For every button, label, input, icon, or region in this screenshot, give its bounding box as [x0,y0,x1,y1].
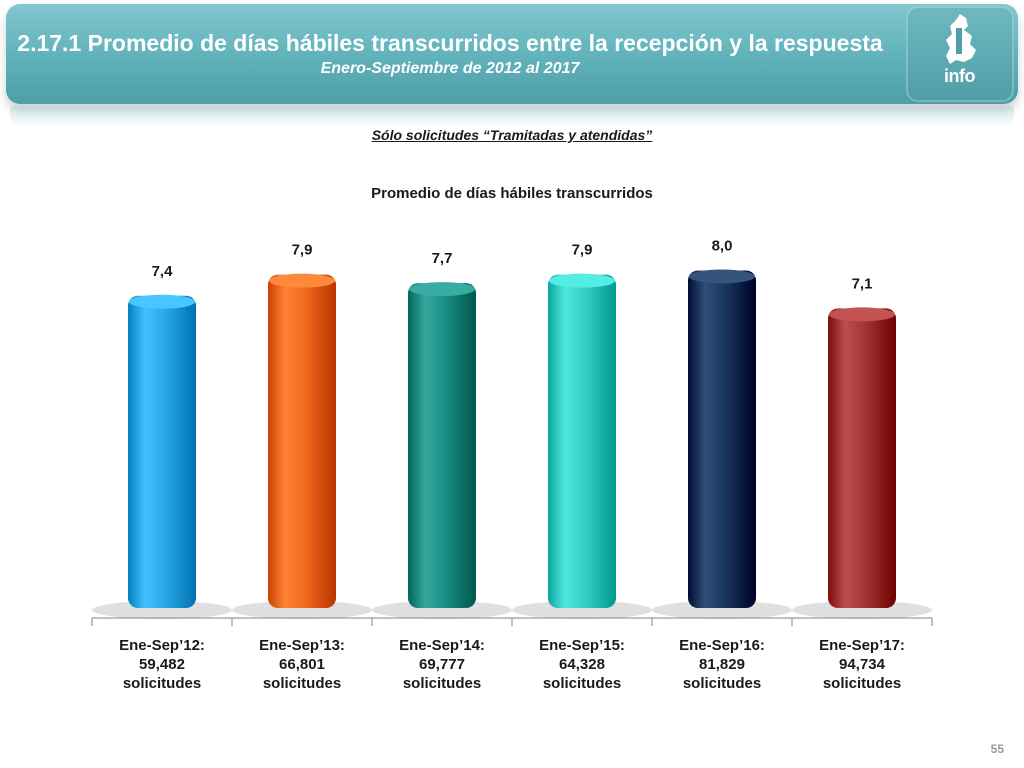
category-label: Ene-Sep’12: 59,482 solicitudes [92,636,232,693]
bar-6 [828,308,896,608]
bar-top-3 [409,282,475,297]
chart-title: Promedio de días hábiles transcurridos [371,185,653,202]
bar-1 [128,295,196,608]
bar-5 [688,270,756,608]
bar-shadow [652,601,792,619]
bar-value-label: 7,9 [292,242,313,259]
category-label-line: solicitudes [542,675,622,692]
bar-top-4 [549,273,615,288]
category-label: Ene-Sep’16: 81,829 solicitudes [652,636,792,693]
category-label-line: solicitudes [682,675,762,692]
bar-value-label: 7,7 [432,250,453,267]
bar-shadow [232,601,372,619]
category-label-line: Ene-Sep’14: [399,637,485,654]
bar-value-label: 8,0 [712,237,733,254]
category-label-line: 94,734 [839,656,885,673]
category-label-line: 59,482 [139,656,185,673]
page-number: 55 [990,742,1004,756]
bar-4 [548,274,616,608]
logo-text: info [944,66,976,86]
category-label-line: 66,801 [279,656,325,673]
page-subtitle: Enero-Septiembre de 2012 al 2017 [320,60,580,77]
bar-top-1 [129,294,195,309]
filter-note: Sólo solicitudes “Tramitadas y atendidas… [371,127,653,143]
category-label-line: solicitudes [402,675,482,692]
category-label-line: Ene-Sep’16: [679,637,765,654]
bar-shadow [512,601,652,619]
header-reflection [10,106,1014,128]
category-label: Ene-Sep’13: 66,801 solicitudes [232,636,372,693]
category-label-line: solicitudes [122,675,202,692]
bar-top-5 [689,269,755,284]
map-shape-icon [946,14,976,64]
bar-3 [408,283,476,608]
logo: info [906,6,1014,102]
bar-value-label: 7,9 [572,242,593,259]
category-label: Ene-Sep’15: 64,328 solicitudes [512,636,652,693]
bar-shadow [92,601,232,619]
category-label-line: 81,829 [699,656,745,673]
bar-shadow [792,601,932,619]
category-label: Ene-Sep’14: 69,777 solicitudes [372,636,512,693]
category-label-line: Ene-Sep’15: [539,637,625,654]
bar-2 [268,274,336,608]
bar-top-6 [829,307,895,322]
category-label: Ene-Sep’17: 94,734 solicitudes [792,636,932,693]
category-label-line: 64,328 [559,656,605,673]
category-label-line: Ene-Sep’13: [259,637,345,654]
category-label-line: Ene-Sep’12: [119,637,205,654]
category-label-line: Ene-Sep’17: [819,637,905,654]
page-title: 2.17.1 Promedio de días hábiles transcur… [17,30,883,56]
bar-value-label: 7,1 [852,275,873,292]
bar-shadow [372,601,512,619]
category-label-line: solicitudes [822,675,902,692]
category-label-line: solicitudes [262,675,342,692]
bar-value-label: 7,4 [152,263,174,280]
bar-top-2 [269,273,335,288]
header-banner [6,4,1018,104]
category-label-line: 69,777 [419,656,465,673]
